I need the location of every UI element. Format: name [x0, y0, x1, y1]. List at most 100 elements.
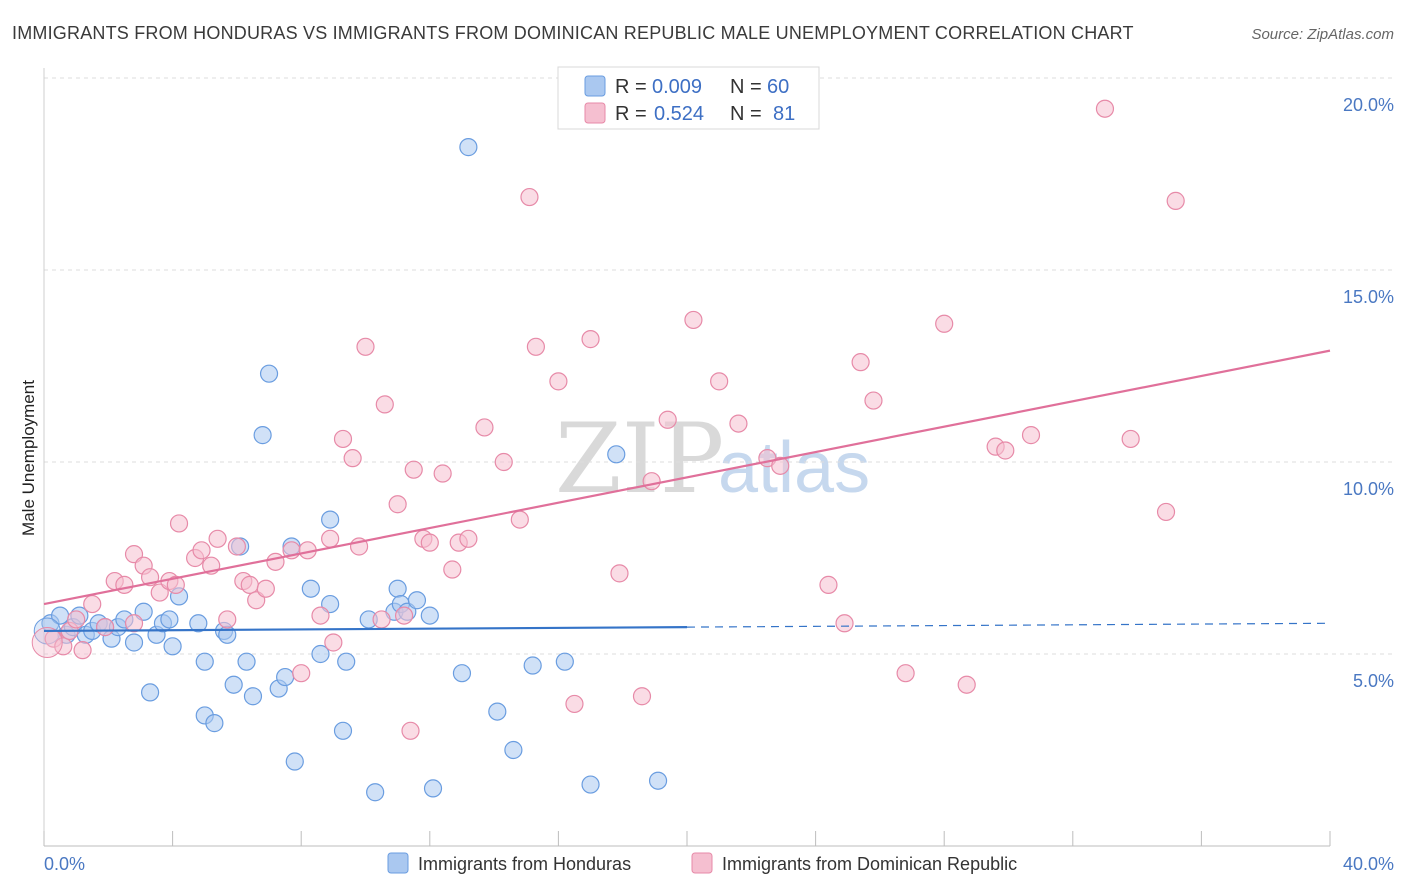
- dominican-point-57: [581, 330, 600, 349]
- dominican-point-5: [83, 594, 102, 614]
- honduras-point-56: [555, 652, 574, 671]
- dominican-point-71: [896, 664, 915, 683]
- dominican-point-38: [372, 610, 391, 629]
- series-legend: Immigrants from Honduras Immigrants from…: [387, 852, 1017, 874]
- honduras-trend-extension: [686, 622, 1331, 628]
- dominican-point-42: [401, 721, 420, 740]
- honduras-point-54: [504, 740, 523, 760]
- dominican-point-54: [526, 337, 545, 356]
- dominican-point-72: [935, 314, 954, 333]
- x-tick-label-min: 0.0%: [44, 854, 85, 874]
- dominican-point-55: [549, 372, 568, 391]
- honduras-point-50: [423, 779, 443, 798]
- legend-r-label-dominican: R =: [615, 103, 647, 125]
- legend-n-value-dominican: 81: [773, 103, 795, 125]
- dominican-point-59: [632, 687, 652, 706]
- stats-legend: R = 0.009 N = 60 R = 0.524 N = 81: [557, 66, 820, 130]
- bottom-legend-label-dominican: Immigrants from Dominican Republic: [722, 854, 1017, 874]
- honduras-point-55: [523, 656, 542, 675]
- honduras-point-23: [205, 714, 224, 733]
- dominican-point-45: [420, 533, 439, 552]
- legend-n-label-dominican: N =: [730, 103, 762, 125]
- dominican-point-15: [166, 575, 185, 594]
- legend-r-value-dominican: 0.524: [654, 103, 704, 125]
- dominican-point-24: [240, 575, 259, 594]
- honduras-point-29: [243, 687, 263, 706]
- dominican-point-79: [1156, 502, 1176, 522]
- dominican-trend-line: [43, 349, 1331, 606]
- source-label: Source: ZipAtlas.com: [1251, 26, 1394, 43]
- dominican-point-62: [684, 310, 703, 330]
- honduras-point-31: [259, 364, 279, 383]
- dominican-point-32: [321, 529, 340, 548]
- watermark-zip: ZIP: [555, 403, 724, 515]
- dominican-point-60: [642, 472, 661, 491]
- dominican-cluster: [31, 626, 63, 658]
- honduras-point-57: [581, 775, 600, 794]
- legend-r-label-honduras: R =: [615, 76, 647, 98]
- dominican-point-73: [957, 675, 976, 694]
- dominican-point-61: [658, 410, 677, 429]
- dominican-point-37: [356, 337, 375, 356]
- dominican-point-67: [819, 575, 838, 594]
- honduras-point-45: [388, 579, 407, 598]
- dominican-point-1: [54, 637, 73, 656]
- dominican-point-16: [169, 514, 189, 533]
- dominican-point-49: [459, 529, 478, 548]
- legend-swatch-dominican: [584, 102, 606, 124]
- dominican-point-33: [324, 633, 343, 652]
- honduras-point-17: [160, 610, 179, 629]
- dominican-point-43: [404, 460, 423, 479]
- honduras-point-40: [333, 721, 353, 740]
- trend-lines: [43, 349, 1331, 633]
- y-axis-label: Male Unemployment: [19, 380, 38, 536]
- bottom-legend-swatch-dominican: [691, 852, 713, 874]
- honduras-point-59: [648, 771, 668, 790]
- dominican-point-80: [1166, 191, 1185, 210]
- dominican-point-18: [192, 541, 211, 560]
- dominican-point-27: [266, 552, 285, 571]
- honduras-point-30: [253, 426, 272, 445]
- dominican-point-53: [520, 187, 539, 207]
- dominican-point-58: [610, 564, 629, 583]
- dominican-point-70: [864, 391, 883, 410]
- honduras-point-52: [459, 138, 478, 157]
- dominican-point-68: [835, 614, 854, 633]
- dominican-point-34: [333, 429, 353, 449]
- dominican-point-20: [208, 529, 227, 548]
- dominican-point-69: [851, 353, 870, 372]
- honduras-point-43: [366, 783, 385, 802]
- y-tick-label-5: 5.0%: [1353, 671, 1394, 691]
- dominican-point-76: [1021, 426, 1041, 445]
- dominican-point-52: [510, 510, 529, 529]
- honduras-point-20: [189, 614, 208, 633]
- series-honduras-points: [33, 138, 668, 802]
- honduras-point-37: [311, 644, 330, 664]
- x-tick-label-max: 40.0%: [1343, 854, 1394, 874]
- dominican-point-40: [388, 495, 407, 514]
- honduras-point-53: [488, 702, 507, 721]
- legend-swatch-honduras: [584, 75, 606, 97]
- dominican-point-21: [218, 610, 237, 629]
- dominican-point-29: [292, 664, 311, 683]
- dominican-point-66: [771, 456, 790, 475]
- honduras-point-36: [301, 579, 320, 598]
- legend-r-value-honduras: 0.009: [652, 76, 702, 98]
- dominican-point-6: [95, 618, 115, 637]
- y-tick-label-20: 20.0%: [1343, 95, 1394, 115]
- bottom-legend-swatch-honduras: [387, 852, 409, 874]
- dominican-point-3: [67, 610, 86, 629]
- y-tick-label-15: 15.0%: [1343, 287, 1394, 307]
- dominican-point-51: [494, 452, 513, 472]
- honduras-point-26: [224, 675, 243, 694]
- honduras-point-18: [163, 637, 182, 656]
- honduras-point-49: [420, 606, 439, 625]
- dominican-point-56: [565, 694, 584, 714]
- honduras-point-48: [407, 591, 427, 610]
- honduras-point-28: [237, 652, 256, 671]
- dominican-point-50: [475, 418, 494, 437]
- dominican-point-46: [433, 464, 452, 483]
- grid-layer: [44, 77, 1394, 655]
- dominican-point-4: [73, 641, 92, 660]
